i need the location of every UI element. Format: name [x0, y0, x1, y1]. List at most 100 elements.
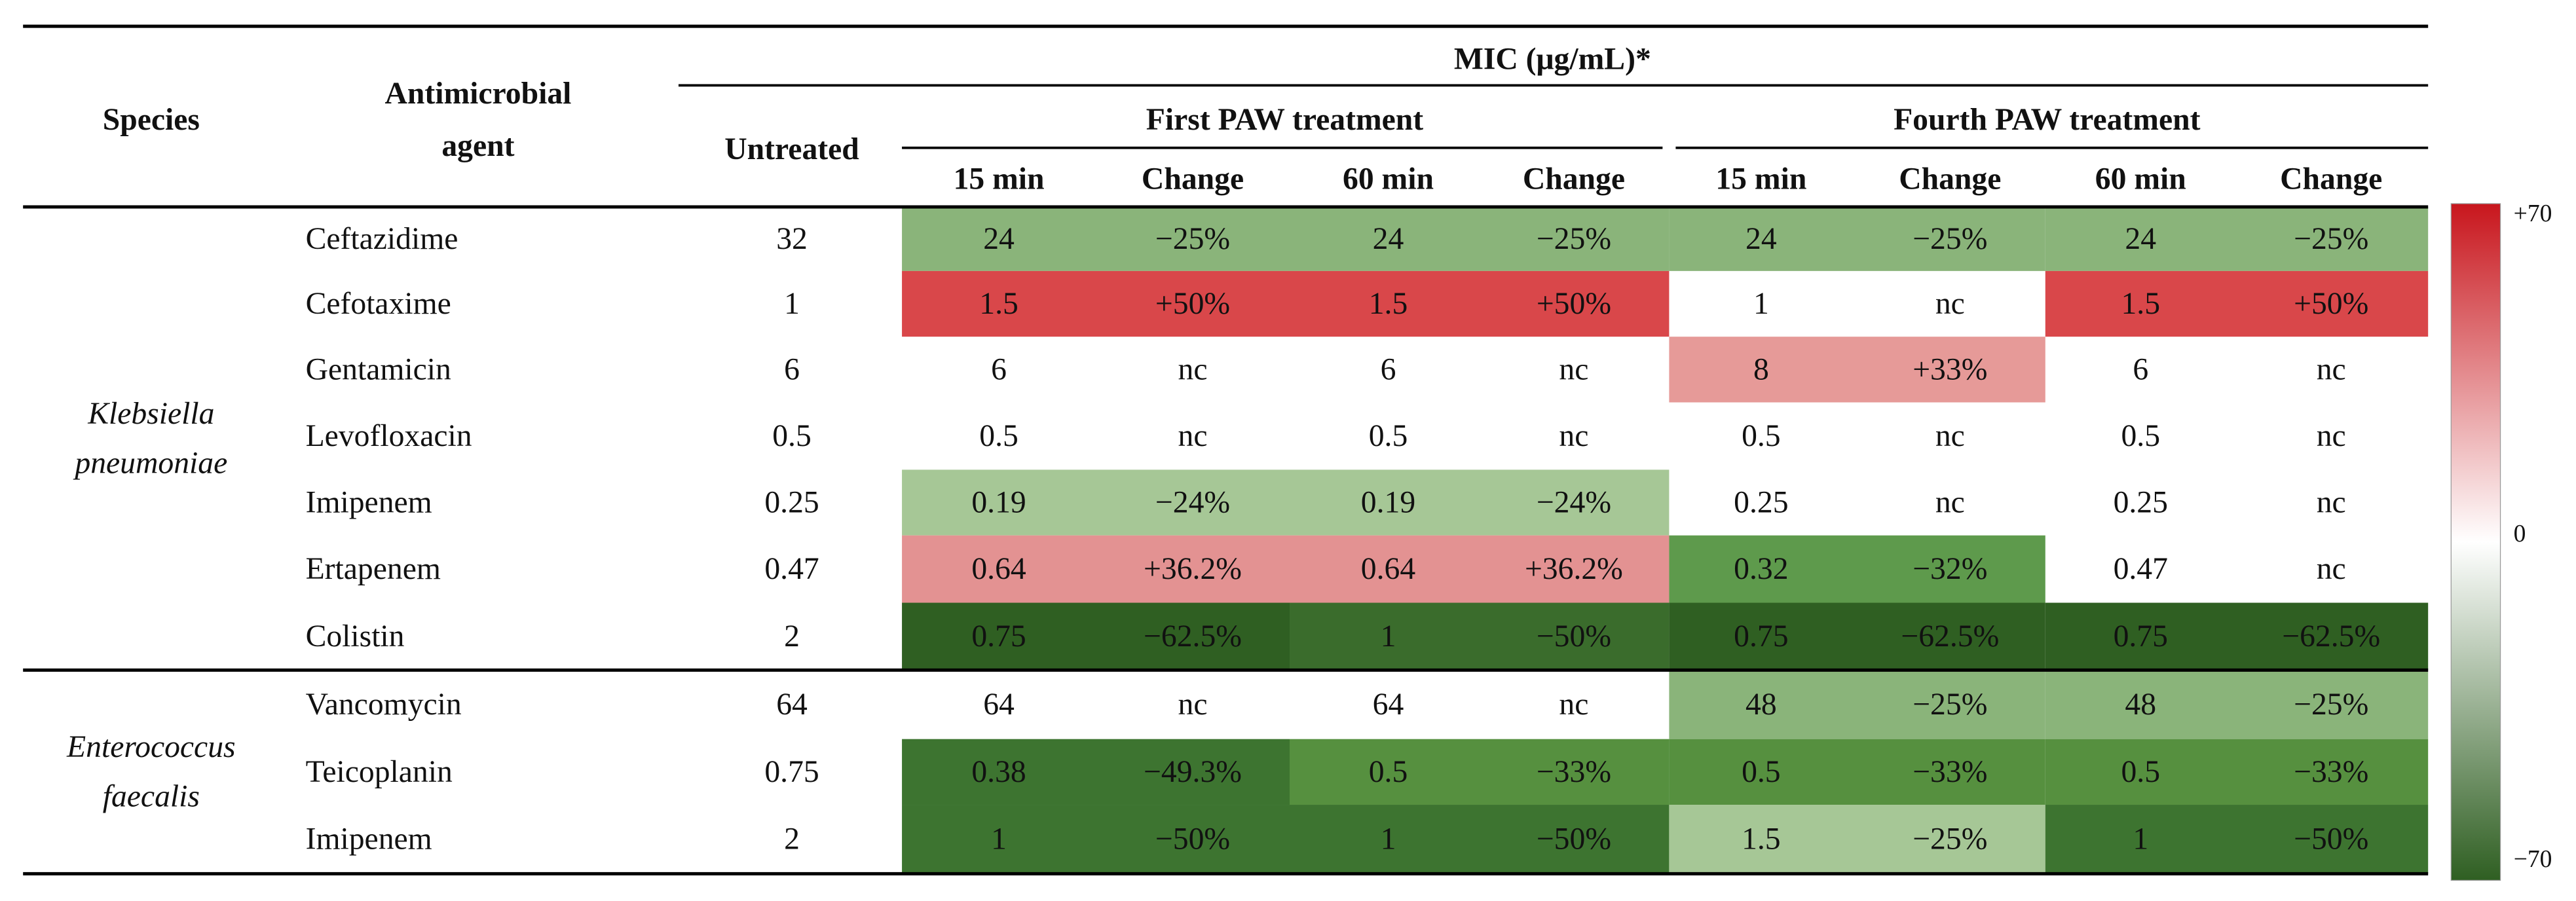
change-value: +36.2%	[1525, 552, 1623, 586]
agent-name: Cefotaxime	[306, 287, 451, 321]
header-treatment: First PAW treatment	[1146, 103, 1423, 137]
mic-value: 0.5	[2121, 419, 2160, 453]
header-agent: agent	[441, 129, 514, 163]
table-text: Species Antimicrobial agent MIC (μg/mL)* Unt…	[66, 42, 2552, 872]
mic-value: 0.75	[971, 619, 1026, 653]
cell-fills	[902, 207, 2429, 874]
mic-value: 24	[983, 222, 1015, 256]
cell-fill	[902, 469, 1290, 536]
species-name: Klebsiella	[87, 397, 214, 431]
cell-fill	[1290, 739, 1670, 805]
header-subcol: Change	[1899, 162, 2001, 196]
cell-fill	[1290, 270, 1670, 337]
change-value: −62.5%	[2282, 619, 2380, 653]
mic-value: 0.5	[1742, 419, 1781, 453]
change-value: nc	[1559, 419, 1588, 453]
change-value: −25%	[1155, 222, 1230, 256]
agent-name: Ceftazidime	[306, 222, 458, 256]
untreated-value: 0.47	[764, 552, 819, 586]
mic-value: 48	[1745, 688, 1777, 722]
untreated-value: 1	[784, 287, 800, 321]
untreated-value: 0.5	[772, 419, 812, 453]
cell-fill	[1669, 207, 2045, 271]
cell-fill	[902, 805, 1290, 874]
mic-value: 1	[1753, 287, 1769, 321]
mic-value: 0.5	[979, 419, 1018, 453]
mic-value: 48	[2125, 688, 2156, 722]
cell-fill	[2045, 739, 2429, 805]
mic-value: 0.47	[2114, 552, 2168, 586]
scale-label: 0	[2514, 520, 2526, 547]
change-value: −33%	[2294, 755, 2368, 789]
change-value: +50%	[1155, 287, 1230, 321]
change-value: −50%	[1537, 822, 1611, 856]
change-value: −33%	[1537, 755, 1611, 789]
mic-value: 0.5	[2121, 755, 2160, 789]
mic-value: 1	[1381, 619, 1396, 653]
mic-value: 8	[1753, 352, 1769, 386]
agent-name: Ertapenem	[306, 552, 441, 586]
change-value: nc	[2317, 552, 2346, 586]
scale-label: +70	[2514, 200, 2552, 227]
cell-fill	[902, 270, 1290, 337]
cell-fill	[902, 739, 1290, 805]
cell-fill	[2045, 805, 2429, 874]
change-value: −62.5%	[1144, 619, 1242, 653]
cell-fill	[1669, 805, 2045, 874]
cell-fill	[1669, 535, 2045, 603]
cell-fill	[1669, 337, 2045, 403]
cell-fill	[1290, 207, 1670, 271]
change-value: +50%	[1537, 287, 1611, 321]
mic-value: 0.32	[1734, 552, 1788, 586]
mic-value: 6	[1381, 352, 1396, 386]
mic-value: 1	[991, 822, 1007, 856]
cell-fill	[1669, 602, 2045, 671]
mic-value: 0.5	[1742, 755, 1781, 789]
mic-value: 1	[2133, 822, 2148, 856]
mic-value: 0.75	[2114, 619, 2168, 653]
change-value: nc	[2317, 352, 2346, 386]
species-name: faecalis	[103, 779, 200, 813]
change-value: −50%	[1155, 822, 1230, 856]
mic-value: 1.5	[2121, 287, 2160, 321]
change-value: −25%	[2294, 688, 2368, 722]
change-value: −32%	[1913, 552, 1987, 586]
change-value: −25%	[1913, 222, 1987, 256]
header-subcol: Change	[2280, 162, 2382, 196]
change-value: −25%	[1913, 822, 1987, 856]
agent-name: Vancomycin	[306, 688, 462, 722]
change-value: +36.2%	[1144, 552, 1242, 586]
header-subcol: 15 min	[954, 162, 1045, 196]
mic-value: 64	[1373, 688, 1404, 722]
change-value: −25%	[1913, 688, 1987, 722]
mic-value: 0.75	[1734, 619, 1788, 653]
cell-fill	[902, 207, 1290, 271]
mic-value: 0.25	[1734, 486, 1788, 520]
mic-value: 0.64	[1361, 552, 1416, 586]
mic-value: 0.25	[2114, 486, 2168, 520]
change-value: nc	[2317, 486, 2346, 520]
mic-value: 6	[2133, 352, 2148, 386]
header-agent: Antimicrobial	[384, 77, 571, 111]
change-value: nc	[1559, 352, 1588, 386]
untreated-value: 64	[776, 688, 808, 722]
agent-name: Teicoplanin	[306, 755, 453, 789]
header-subcol: Change	[1142, 162, 1244, 196]
change-value: +33%	[1913, 352, 1987, 386]
mic-value: 0.19	[971, 486, 1026, 520]
mic-value: 1.5	[1742, 822, 1781, 856]
mic-value: 6	[991, 352, 1007, 386]
untreated-value: 0.75	[764, 755, 819, 789]
mic-value: 0.5	[1369, 419, 1408, 453]
mic-value: 24	[2125, 222, 2156, 256]
change-value: −24%	[1155, 486, 1230, 520]
header-untreated: Untreated	[724, 132, 859, 166]
change-value: nc	[1935, 486, 1965, 520]
change-value: −62.5%	[1901, 619, 1999, 653]
mic-value: 24	[1745, 222, 1777, 256]
change-value: −50%	[1537, 619, 1611, 653]
change-value: −24%	[1537, 486, 1611, 520]
mic-value: 0.19	[1361, 486, 1415, 520]
mic-value: 1.5	[979, 287, 1018, 321]
